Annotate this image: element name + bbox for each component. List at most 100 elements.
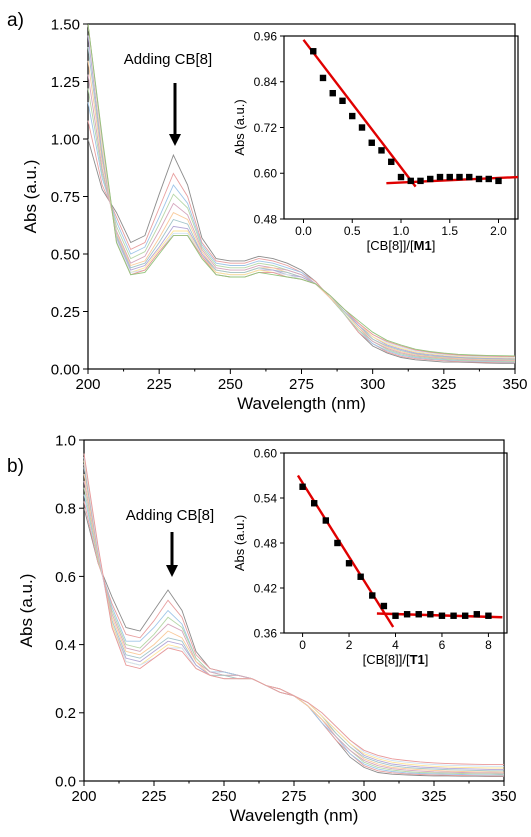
data-point	[427, 175, 434, 183]
panel-label: a)	[7, 10, 24, 31]
annotation-label: Adding CB[8]	[126, 507, 214, 524]
data-point	[397, 173, 405, 181]
data-point	[438, 612, 446, 619]
data-point	[446, 173, 453, 181]
inset-axes: 0 2 4 6 8 0.36 0.42 0.48 0.54 0.60	[254, 446, 492, 652]
data-point	[358, 124, 366, 131]
spectra	[87, 23, 516, 364]
y-tick-label: 0.72	[254, 121, 278, 135]
data-point	[357, 573, 364, 580]
data-point	[473, 611, 481, 618]
data-point	[485, 175, 492, 183]
plot-frame	[87, 23, 516, 370]
data-point	[378, 147, 385, 154]
y-tick-label: 1.0	[55, 432, 76, 449]
spectrum-line	[87, 23, 516, 358]
x-tick-label: 300	[360, 376, 385, 393]
y-tick-label: 0.00	[51, 361, 80, 378]
data-point	[403, 611, 411, 618]
y-tick-label: 0.48	[254, 536, 278, 550]
x-tick-label: 0.0	[295, 224, 312, 238]
data-points	[299, 483, 492, 619]
y-tick-label: 0.96	[254, 29, 278, 43]
data-point	[466, 173, 473, 181]
y-tick-label: 1.50	[51, 16, 80, 33]
spectrum-line	[87, 138, 515, 364]
y-tick-label: 0.25	[51, 304, 80, 321]
spectrum-line	[87, 60, 516, 361]
y-tick-label: 0.75	[51, 189, 80, 206]
x-tick-label: 200	[75, 376, 100, 393]
x-tick-label: 325	[431, 376, 456, 393]
inset-y-axis-title: Abs (a.u.)	[232, 99, 247, 155]
inset-x-title-bold: M1	[414, 238, 432, 253]
x-axis-title: Wavelength (nm)	[230, 806, 359, 825]
y-tick-label: 0.42	[254, 581, 278, 595]
y-tick-label: 0.4	[55, 637, 76, 654]
y-tick-label: 0.8	[55, 501, 76, 518]
spectrum-line	[87, 23, 516, 358]
y-tick-label: 0.0	[55, 773, 76, 790]
inset-x-title-part: [CB[8]]/[	[363, 652, 410, 667]
x-axis-title: Wavelength (nm)	[237, 394, 366, 413]
x-tick-label: 225	[147, 376, 172, 393]
data-point	[461, 612, 469, 619]
x-tick-label: 300	[351, 788, 376, 805]
x-tick-label: 250	[211, 788, 236, 805]
data-point	[485, 612, 492, 619]
spectrum-line	[83, 453, 504, 766]
spectrum-line	[83, 487, 505, 775]
data-point	[310, 48, 317, 55]
spectrum-line	[83, 480, 505, 774]
fit-line	[296, 474, 395, 628]
main-axes: 200 225 250 275 300 325 350 0.00 0.25 0.50 0.75 1.0…	[51, 16, 528, 393]
inset-frame	[283, 35, 519, 220]
data-point	[380, 602, 388, 610]
spectra	[83, 453, 505, 778]
data-point	[339, 97, 346, 105]
data-point	[495, 177, 502, 185]
data-point	[415, 611, 422, 618]
data-point	[345, 560, 353, 567]
x-tick-label: 1.5	[441, 224, 458, 238]
y-tick-label: 1.00	[51, 131, 80, 148]
down-arrow-icon	[166, 565, 178, 577]
x-tick-label: 200	[71, 788, 96, 805]
spectrum-line	[87, 23, 516, 359]
x-tick-label: 350	[502, 376, 527, 393]
y-axis-title: Abs (a.u.)	[21, 160, 40, 234]
x-tick-label: 1.0	[393, 224, 410, 238]
x-tick-label: 6	[439, 638, 446, 652]
fit-lines	[296, 474, 503, 628]
x-tick-label: 4	[392, 638, 399, 652]
y-tick-label: 0.60	[254, 167, 278, 181]
x-tick-label: 275	[281, 788, 306, 805]
y-tick-label: 0.6	[55, 569, 76, 586]
inset-y-axis-title: Abs (a.u.)	[232, 515, 247, 571]
spectrum-line	[87, 102, 516, 363]
spectrum-line	[87, 120, 515, 364]
data-point	[310, 500, 318, 507]
y-tick-label: 0.54	[254, 491, 278, 505]
data-point	[392, 612, 399, 619]
down-arrow-icon	[169, 134, 181, 146]
spectrum-line	[83, 494, 504, 776]
data-point	[427, 611, 434, 618]
y-tick-label: 0.84	[254, 75, 278, 89]
spectrum-line	[83, 457, 504, 767]
y-axis-title: Abs (a.u.)	[17, 574, 36, 648]
data-point	[450, 612, 457, 619]
data-point	[334, 539, 341, 547]
inset-x-title-end: ]	[432, 238, 436, 253]
plot-frame	[83, 439, 505, 782]
main-axes: 200 225 250 275 300 325 350 0.0 0.2 0.4 0.6 0.8 1.0	[55, 432, 516, 805]
x-tick-label: 0	[299, 638, 306, 652]
data-point	[322, 517, 330, 524]
inset-x-axis-title: [CB[8]]/[T1]	[363, 652, 429, 667]
fit-lines	[302, 39, 519, 188]
spectrum-line	[87, 23, 516, 357]
x-tick-label: 250	[218, 376, 243, 393]
data-point	[349, 112, 356, 120]
fit-line	[302, 39, 417, 188]
